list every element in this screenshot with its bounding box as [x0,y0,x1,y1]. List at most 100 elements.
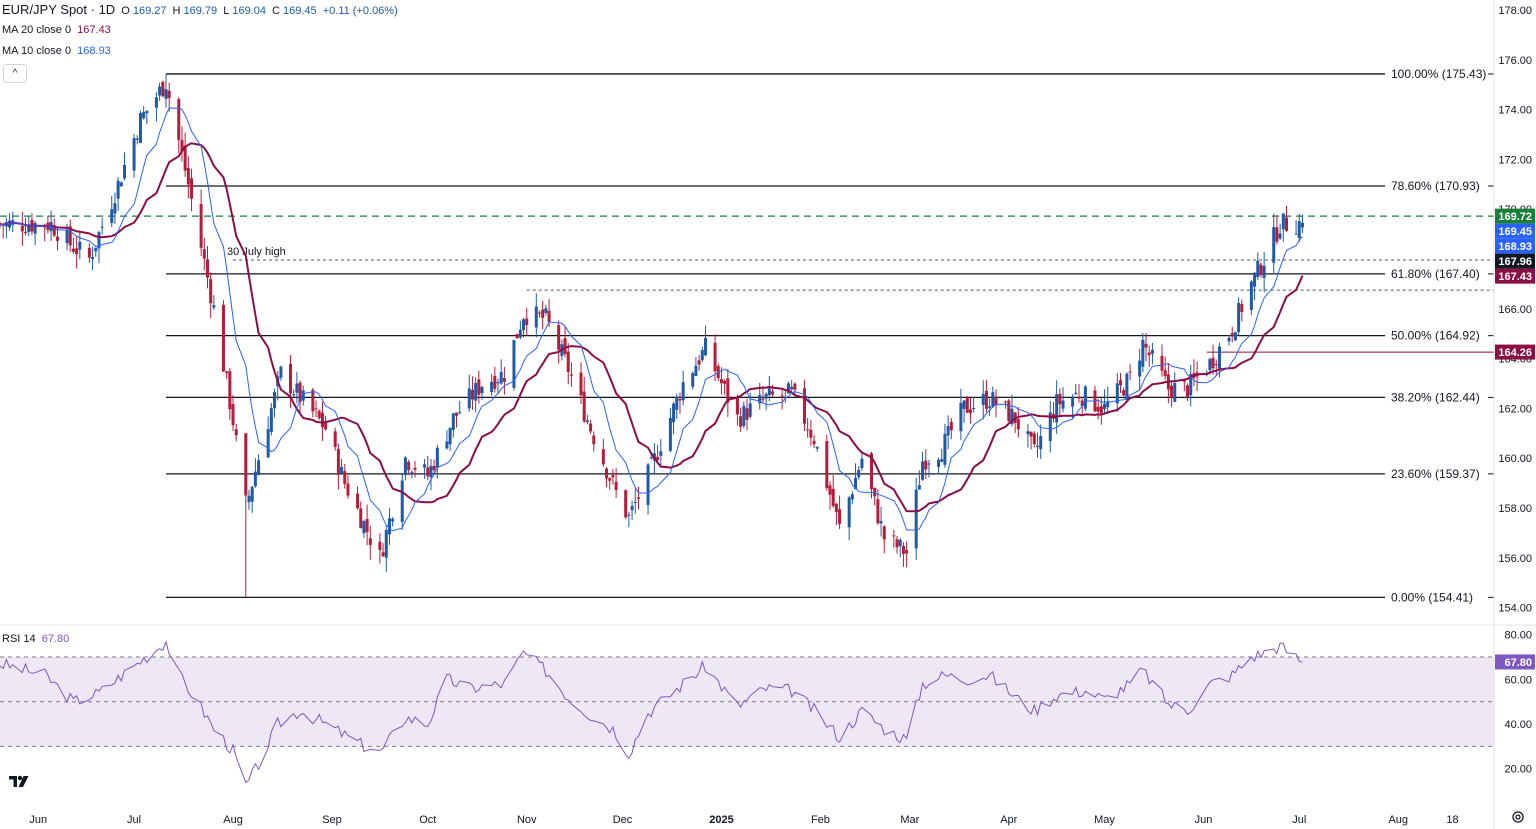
candle-body [968,409,972,414]
line-annotation-label: 30 July high [227,246,286,258]
time-axis-tick-label: May [1094,814,1115,826]
candle-body [1077,396,1081,399]
candle-body [991,392,995,407]
candle-body [1061,400,1065,409]
price-axis-value-label: 168.93 [1498,241,1532,253]
candle-body [158,86,162,96]
candle-body [630,506,634,511]
candle-body [1186,385,1190,398]
symbol-header: EUR/JPY Spot · 1D O 169.27 H 169.79 L 169.0… [2,2,401,17]
candle-body [1026,431,1030,435]
candle-body [480,386,484,394]
candle-body [1141,339,1145,367]
candle-body [368,538,372,545]
candle-body [52,225,56,236]
candle-body [547,310,551,322]
candle-body [110,209,114,224]
candle-body [1029,431,1033,437]
rsi-axis-tick-label: 80.00 [1504,630,1532,642]
time-axis-tick-label: Sep [322,814,342,826]
candle-body [1051,413,1055,419]
candle-body [180,139,184,152]
candle-body [1119,380,1122,386]
candle-body [314,408,318,410]
candle-body [167,90,171,99]
candle-body [65,230,69,244]
candle-body [183,145,187,171]
candle-body [512,340,516,388]
candle-body [767,388,771,396]
candle-body [780,395,784,397]
rsi-axis-value-box [1495,654,1535,670]
collapse-legend-button[interactable]: ^ [3,64,27,83]
time-axis-tick-label: Feb [811,814,830,826]
gear-icon[interactable] [1511,810,1525,824]
candle-body [949,421,953,431]
candle-body [142,112,146,119]
candle-body [927,463,931,465]
candle-body [515,333,519,339]
candle-body [1281,213,1285,230]
candle-body [1055,394,1059,423]
candle-body [614,481,618,491]
ma20-legend[interactable]: MA 20 close 0 167.43 [2,24,114,36]
candle-body [186,168,190,185]
fib-level-label: 0.00% (154.41) [1391,590,1473,604]
candle-body [1048,412,1052,441]
candle-body [1217,346,1221,369]
candle-body [381,552,385,557]
price-axis-value-label: 164.26 [1498,347,1532,359]
candle-body [764,393,768,399]
candle-body [723,380,727,384]
candle-body [1189,374,1193,396]
rsi-legend[interactable]: RSI 14 67.80 [2,633,72,645]
candle-body [1233,332,1237,341]
candle-body [633,502,637,504]
candle-body [365,519,369,533]
candle-body [467,388,471,409]
time-axis-tick-label: Oct [419,814,436,826]
candle-body [391,518,395,522]
candle-body [946,426,950,436]
candle-body [624,490,628,518]
candle-body [857,469,861,478]
candle-body [937,459,941,467]
candle-body [1080,400,1084,407]
candle-body [502,378,506,382]
candle-body [301,390,305,401]
candle-body [356,493,360,509]
candle-body [1106,401,1110,408]
candle-body [257,460,261,476]
candle-body [761,398,765,400]
ma10-legend[interactable]: MA 10 close 0 168.93 [2,45,114,57]
candle-body [1278,233,1282,239]
candle-body [1253,272,1257,287]
candle-body [787,383,790,394]
candle-body [988,406,992,408]
price-axis-tick-label: 158.00 [1498,503,1532,515]
tradingview-logo-icon[interactable] [6,770,32,792]
candle-body [745,408,749,420]
candle-body [790,386,794,390]
candle-body [611,475,615,478]
fib-level-label: 38.20% (162.44) [1391,390,1480,404]
low-label: L [223,5,230,17]
candle-body [917,485,921,490]
candle-body [24,232,28,234]
candle-body [812,440,816,445]
candle-body [838,509,842,524]
candle-body [1071,396,1075,407]
candle-body [470,389,474,400]
candle-body [123,164,126,179]
candle-body [806,429,810,431]
candle-body [1150,349,1154,354]
candle-body [1007,400,1011,422]
candle-body [362,521,366,534]
open-label: O [121,5,130,17]
candle-body [1208,359,1212,371]
candle-body [87,247,91,258]
candle-body [33,223,37,234]
symbol-title[interactable]: EUR/JPY Spot · 1D [2,2,116,17]
candle-body [1300,222,1304,228]
